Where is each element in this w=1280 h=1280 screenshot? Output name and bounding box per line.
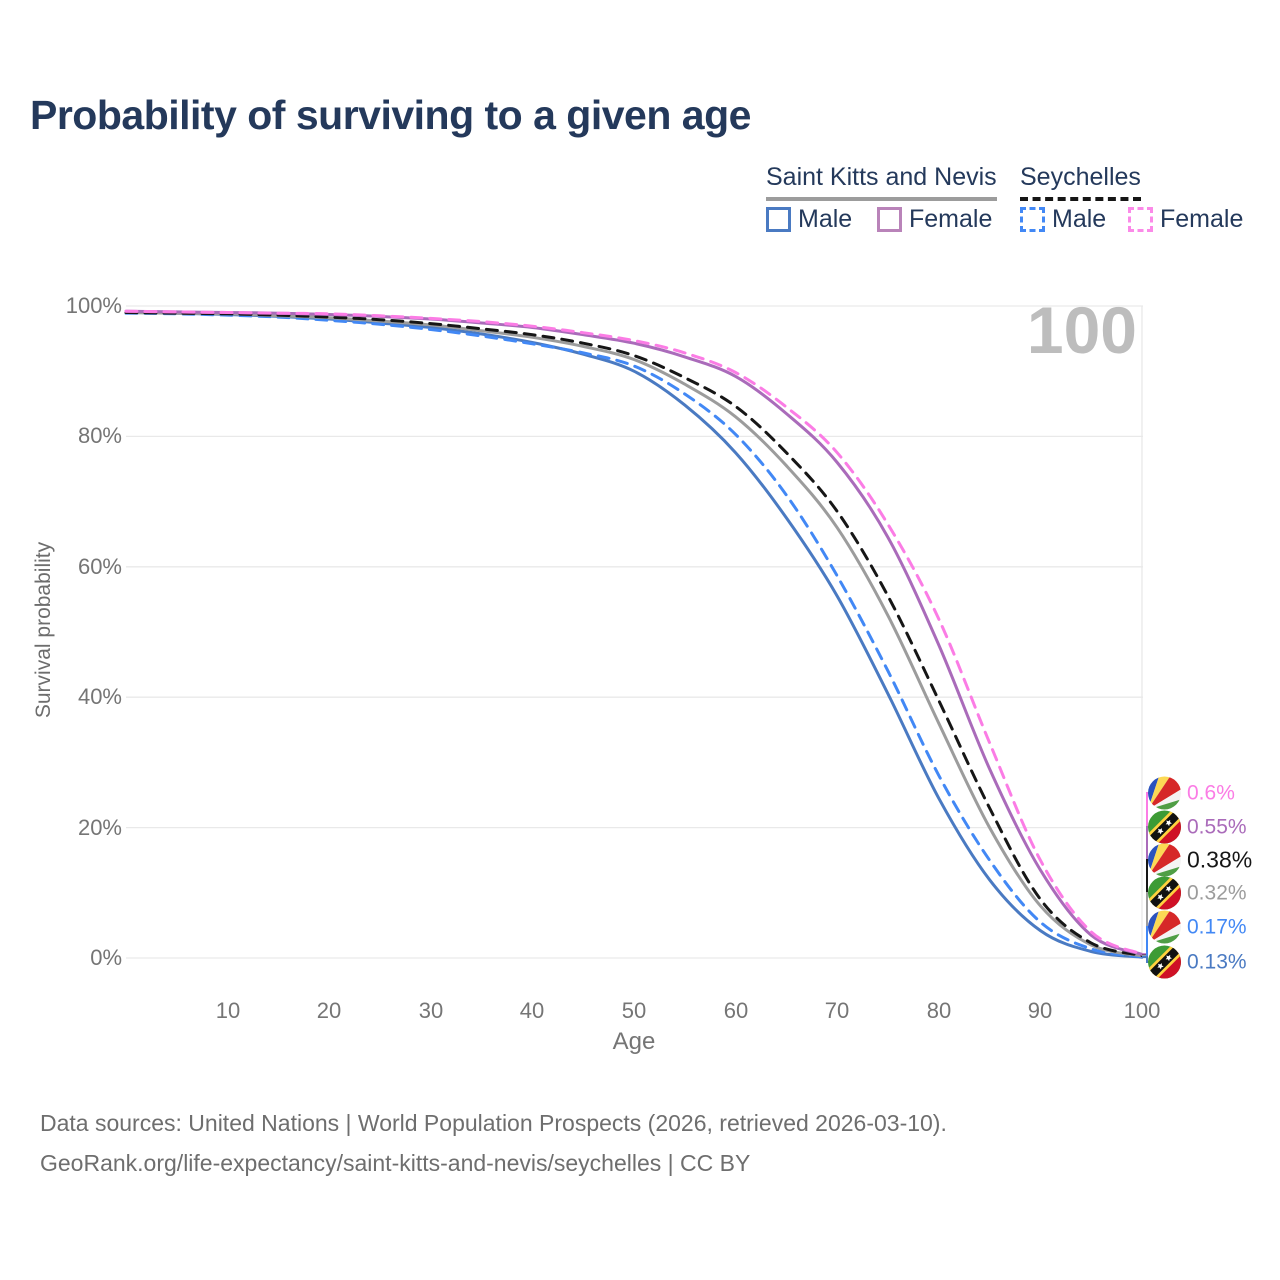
end-label-value: 0.17% — [1187, 915, 1247, 938]
legend-group-saint-kitts-and-nevis[interactable]: Saint Kitts and Nevis — [766, 163, 997, 201]
seychelles-flag-icon — [1148, 777, 1181, 810]
legend-group-seychelles[interactable]: Seychelles — [1020, 163, 1141, 201]
x-tick-label: 50 — [621, 998, 647, 1023]
skn-female-swatch-icon — [877, 207, 902, 232]
y-tick-label: 100% — [65, 293, 122, 318]
x-tick-label: 60 — [723, 998, 749, 1023]
end-label-seychelles-both: 0.38% — [1148, 844, 1252, 877]
y-tick-label: 0% — [90, 945, 122, 970]
end-label-value: 0.6% — [1187, 781, 1235, 804]
x-tick-label: 10 — [215, 998, 241, 1023]
x-axis-title: Age — [612, 1028, 656, 1055]
end-label-value: 0.38% — [1187, 846, 1253, 873]
legend-item-seychelles-female[interactable]: Female — [1128, 205, 1243, 234]
end-label-skn-both: 0.32% — [1148, 877, 1247, 910]
end-label-value: 0.32% — [1187, 881, 1247, 904]
end-label-skn-female: 0.55% — [1148, 811, 1247, 844]
x-tick-label: 80 — [926, 998, 952, 1023]
legend-item-seychelles-male[interactable]: Male — [1020, 205, 1106, 234]
saint-kitts-and-nevis-flag-icon — [1148, 811, 1181, 844]
seychelles-flag-icon — [1148, 911, 1181, 944]
end-label-skn-male: 0.13% — [1148, 946, 1247, 979]
x-tick-label: 20 — [316, 998, 342, 1023]
seychelles-male-swatch-icon — [1020, 207, 1045, 232]
x-tick-label: 40 — [519, 998, 545, 1023]
end-label-seychelles-male: 0.17% — [1148, 911, 1247, 944]
seychelles-female-swatch-icon — [1128, 207, 1153, 232]
legend-item-label: Female — [1160, 205, 1244, 233]
y-tick-label: 40% — [77, 684, 122, 709]
y-tick-label: 80% — [77, 423, 122, 448]
end-label-seychelles-female: 0.6% — [1148, 777, 1235, 810]
attribution-text: GeoRank.org/life-expectancy/saint-kitts-… — [40, 1150, 751, 1176]
legend-item-label: Female — [909, 205, 993, 233]
skn-male-swatch-icon — [766, 207, 791, 232]
x-tick-label: 100 — [1123, 998, 1161, 1023]
x-tick-label: 90 — [1027, 998, 1053, 1023]
x-tick-label: 30 — [418, 998, 444, 1023]
data-sources-text: Data sources: United Nations | World Pop… — [40, 1110, 947, 1136]
legend-item-label: Male — [1052, 205, 1107, 233]
seychelles-flag-icon — [1148, 844, 1181, 877]
page-title: Probability of surviving to a given age — [30, 92, 751, 138]
legend-item-label: Male — [798, 205, 853, 233]
legend-item-skn-female[interactable]: Female — [877, 205, 992, 234]
end-label-value: 0.13% — [1187, 950, 1247, 973]
series-line-seychelles-both-sexes — [124, 311, 1144, 957]
x-tick-label: 70 — [824, 998, 850, 1023]
y-tick-label: 60% — [77, 554, 122, 579]
series-line-seychelles-female — [124, 309, 1144, 956]
series-line-seychelles-male — [124, 311, 1144, 959]
y-axis-title: Survival probability — [32, 541, 55, 719]
saint-kitts-and-nevis-flag-icon — [1148, 946, 1181, 979]
legend-item-skn-male[interactable]: Male — [766, 205, 852, 234]
saint-kitts-and-nevis-flag-icon — [1148, 877, 1181, 910]
end-label-value: 0.55% — [1187, 815, 1247, 838]
y-tick-label: 20% — [77, 815, 122, 840]
